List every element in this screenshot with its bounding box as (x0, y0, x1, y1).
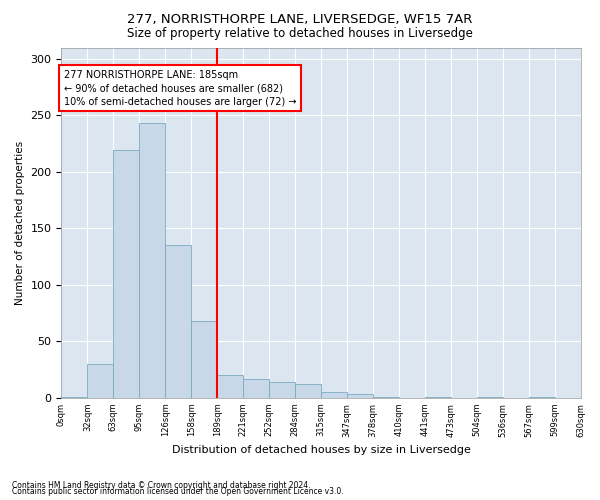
Y-axis label: Number of detached properties: Number of detached properties (15, 140, 25, 304)
Bar (347, 394, 373, 398)
Bar (529, 396, 554, 398)
Text: Contains HM Land Registry data © Crown copyright and database right 2024.: Contains HM Land Registry data © Crown c… (12, 481, 311, 490)
Text: 277 NORRISTHORPE LANE: 185sqm
← 90% of detached houses are smaller (682)
10% of : 277 NORRISTHORPE LANE: 185sqm ← 90% of d… (64, 70, 296, 106)
Bar (243, 378, 269, 398)
X-axis label: Distribution of detached houses by size in Liversedge: Distribution of detached houses by size … (172, 445, 470, 455)
Bar (269, 382, 295, 398)
Bar (139, 123, 165, 398)
Bar (88, 364, 113, 398)
Bar (165, 246, 191, 398)
Bar (113, 150, 139, 398)
Bar (425, 396, 451, 398)
Bar (321, 392, 347, 398)
Bar (61, 396, 88, 398)
Bar (217, 375, 243, 398)
Bar (373, 396, 399, 398)
Text: Size of property relative to detached houses in Liversedge: Size of property relative to detached ho… (127, 28, 473, 40)
Bar (295, 384, 321, 398)
Text: Contains public sector information licensed under the Open Government Licence v3: Contains public sector information licen… (12, 487, 344, 496)
Bar (191, 321, 217, 398)
Bar (476, 396, 503, 398)
Text: 277, NORRISTHORPE LANE, LIVERSEDGE, WF15 7AR: 277, NORRISTHORPE LANE, LIVERSEDGE, WF15… (127, 12, 473, 26)
